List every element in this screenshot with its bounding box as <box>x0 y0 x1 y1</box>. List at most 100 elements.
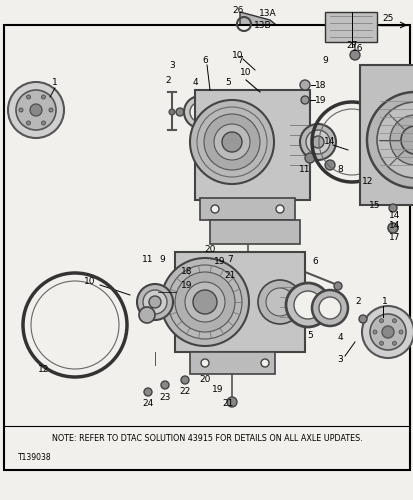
Text: 14: 14 <box>323 138 335 146</box>
Text: 17: 17 <box>388 234 400 242</box>
Circle shape <box>216 104 231 120</box>
Bar <box>235 260 384 400</box>
Circle shape <box>381 326 393 338</box>
Polygon shape <box>64 104 150 116</box>
Circle shape <box>221 132 242 152</box>
Text: 20: 20 <box>199 376 210 384</box>
Text: 21: 21 <box>222 398 233 407</box>
Circle shape <box>333 282 341 290</box>
Text: 19: 19 <box>314 96 326 104</box>
Circle shape <box>142 290 166 314</box>
Circle shape <box>183 96 216 128</box>
Circle shape <box>398 330 402 334</box>
Circle shape <box>201 359 209 367</box>
Circle shape <box>369 314 405 350</box>
Text: 1: 1 <box>381 298 387 306</box>
Text: 19: 19 <box>180 280 192 289</box>
Text: 11: 11 <box>299 166 310 174</box>
Text: 2: 2 <box>165 76 171 84</box>
Circle shape <box>49 108 53 112</box>
Circle shape <box>185 282 224 322</box>
Circle shape <box>180 376 189 384</box>
Circle shape <box>144 388 152 396</box>
Circle shape <box>19 108 23 112</box>
Text: 9: 9 <box>321 56 327 64</box>
Circle shape <box>285 283 329 327</box>
Bar <box>289 55 407 260</box>
Text: 14: 14 <box>388 210 400 220</box>
Circle shape <box>30 104 42 116</box>
Circle shape <box>299 80 309 90</box>
Bar <box>195 90 309 200</box>
Circle shape <box>161 381 169 389</box>
Circle shape <box>226 397 236 407</box>
Circle shape <box>211 205 218 213</box>
Circle shape <box>176 108 183 116</box>
Circle shape <box>392 318 396 322</box>
Text: 4: 4 <box>192 78 197 86</box>
Circle shape <box>209 98 237 126</box>
Circle shape <box>300 96 308 104</box>
Circle shape <box>376 102 413 178</box>
Bar <box>190 352 274 374</box>
Text: 7: 7 <box>227 256 232 264</box>
Text: NOTE: REFER TO DTAC SOLUTION 43915 FOR DETAILS ON ALL AXLE UPDATES.: NOTE: REFER TO DTAC SOLUTION 43915 FOR D… <box>52 434 361 444</box>
Circle shape <box>324 160 334 170</box>
Text: 6: 6 <box>202 56 207 64</box>
Circle shape <box>204 114 259 170</box>
Circle shape <box>400 126 413 154</box>
Circle shape <box>190 100 273 184</box>
Text: 19: 19 <box>212 386 223 394</box>
Text: 1: 1 <box>52 78 58 86</box>
Bar <box>4 25 409 470</box>
Circle shape <box>201 281 209 289</box>
Polygon shape <box>294 318 361 337</box>
Circle shape <box>41 121 45 125</box>
Text: 21: 21 <box>224 270 235 280</box>
Text: 18: 18 <box>180 268 192 276</box>
Circle shape <box>266 288 293 316</box>
Text: 11: 11 <box>142 256 153 264</box>
Polygon shape <box>240 12 284 40</box>
Text: 12: 12 <box>361 178 373 186</box>
Text: 19: 19 <box>214 258 225 266</box>
Text: 26: 26 <box>232 6 243 15</box>
Text: 10: 10 <box>232 50 243 59</box>
Text: 15: 15 <box>368 200 380 209</box>
Circle shape <box>8 82 64 138</box>
Text: T139038: T139038 <box>18 454 52 462</box>
Circle shape <box>16 90 56 130</box>
Circle shape <box>311 290 347 326</box>
Circle shape <box>161 258 248 346</box>
Circle shape <box>361 306 413 358</box>
Text: 13A: 13A <box>259 8 276 18</box>
Circle shape <box>389 115 413 165</box>
Text: 7: 7 <box>237 56 242 64</box>
Circle shape <box>139 307 154 323</box>
Circle shape <box>175 272 235 332</box>
Circle shape <box>137 284 173 320</box>
Text: 3: 3 <box>336 356 342 364</box>
Text: 20: 20 <box>204 246 215 254</box>
Circle shape <box>299 124 335 160</box>
Circle shape <box>379 342 382 345</box>
Circle shape <box>257 280 301 324</box>
Text: 27: 27 <box>346 40 357 50</box>
Text: 16: 16 <box>351 44 363 52</box>
Text: 5: 5 <box>225 78 230 86</box>
Bar <box>175 252 304 352</box>
Text: 12: 12 <box>38 366 50 374</box>
Text: 3: 3 <box>169 60 174 70</box>
Circle shape <box>192 290 216 314</box>
Text: 14: 14 <box>388 220 400 230</box>
Text: 6: 6 <box>311 258 317 266</box>
Bar <box>359 65 413 205</box>
Circle shape <box>388 204 396 212</box>
Circle shape <box>199 267 209 277</box>
Circle shape <box>214 124 249 160</box>
Circle shape <box>311 136 323 148</box>
Bar <box>199 198 294 220</box>
Text: 10: 10 <box>240 68 251 76</box>
Circle shape <box>26 121 31 125</box>
Circle shape <box>392 342 396 345</box>
